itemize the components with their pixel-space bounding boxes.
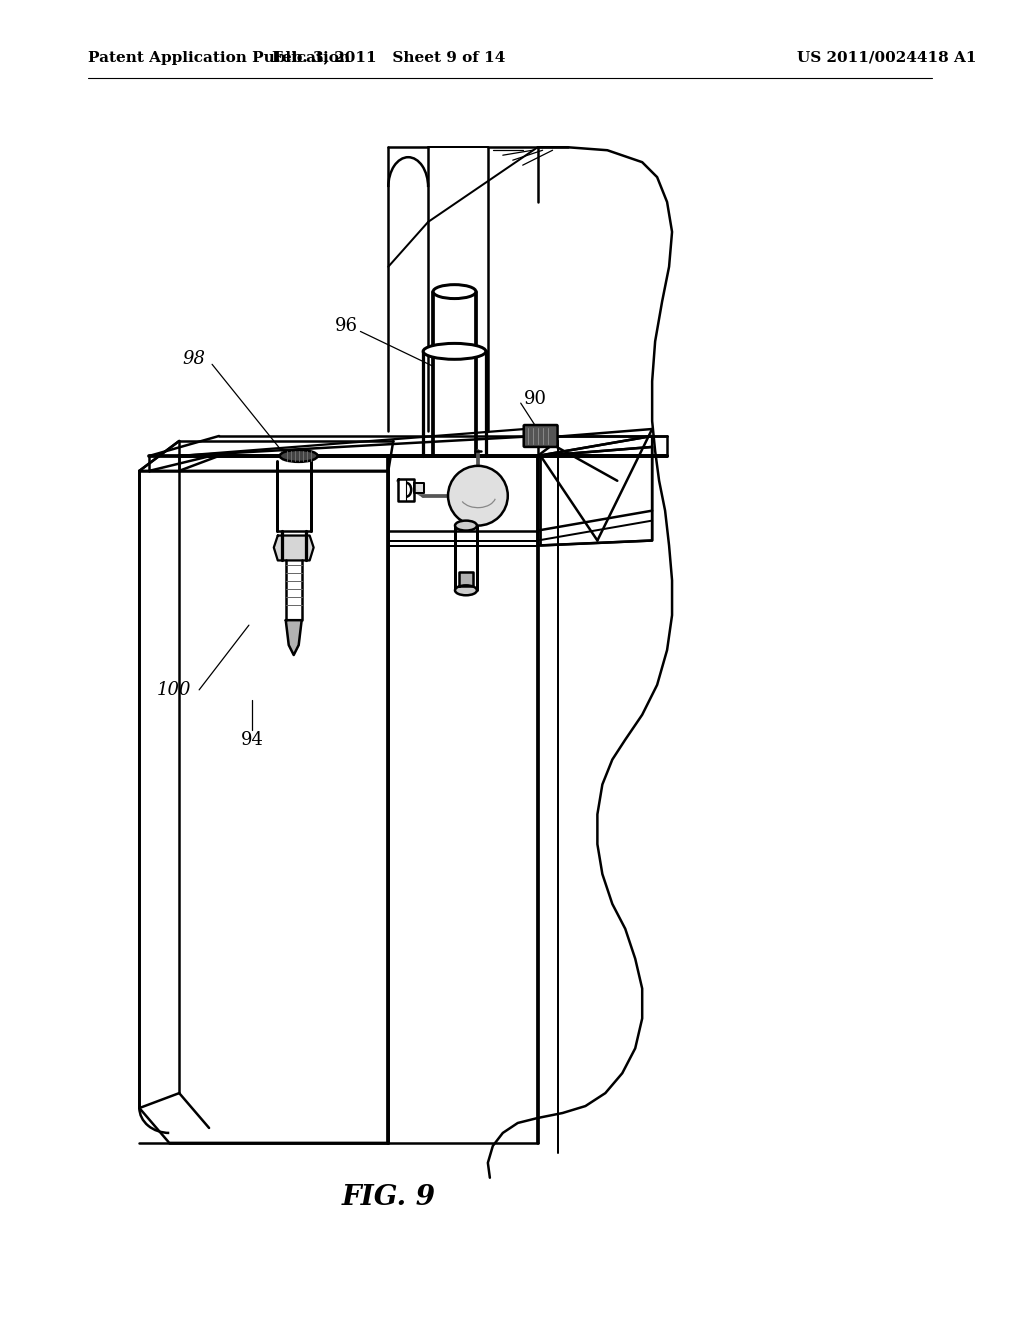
Ellipse shape bbox=[423, 343, 485, 359]
Text: FIG. 9: FIG. 9 bbox=[341, 1184, 435, 1212]
Polygon shape bbox=[541, 447, 652, 545]
Polygon shape bbox=[286, 620, 302, 655]
Ellipse shape bbox=[280, 450, 317, 462]
Polygon shape bbox=[538, 436, 652, 545]
Polygon shape bbox=[398, 479, 414, 500]
Ellipse shape bbox=[433, 285, 476, 298]
Text: Feb. 3, 2011   Sheet 9 of 14: Feb. 3, 2011 Sheet 9 of 14 bbox=[271, 50, 505, 65]
Ellipse shape bbox=[455, 585, 477, 595]
Text: 98: 98 bbox=[182, 350, 206, 368]
Polygon shape bbox=[273, 536, 313, 561]
Text: 90: 90 bbox=[523, 391, 547, 408]
Circle shape bbox=[449, 466, 508, 525]
Text: 100: 100 bbox=[157, 681, 191, 698]
FancyBboxPatch shape bbox=[523, 425, 557, 447]
Polygon shape bbox=[459, 573, 473, 586]
Text: US 2011/0024418 A1: US 2011/0024418 A1 bbox=[797, 50, 976, 65]
Text: 94: 94 bbox=[241, 731, 263, 748]
Text: 96: 96 bbox=[335, 317, 358, 335]
Polygon shape bbox=[139, 471, 388, 1143]
Polygon shape bbox=[414, 483, 424, 492]
Text: Patent Application Publication: Patent Application Publication bbox=[88, 50, 349, 65]
Ellipse shape bbox=[455, 520, 477, 531]
